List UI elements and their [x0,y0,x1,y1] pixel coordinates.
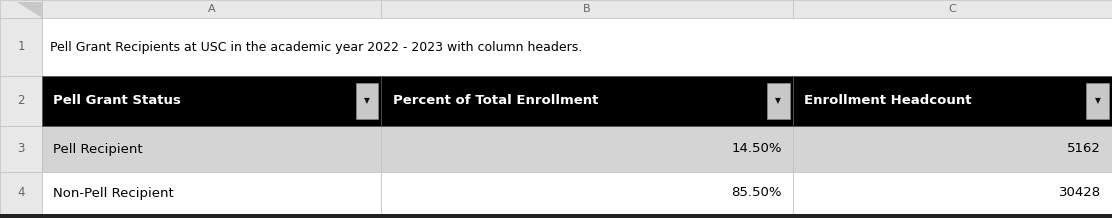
Text: 5162: 5162 [1068,143,1101,155]
Bar [0,76,42,126]
Bar [793,76,1112,126]
Text: ▼: ▼ [775,97,782,106]
Text: Pell Grant Status: Pell Grant Status [53,94,181,107]
Bar [381,172,793,214]
Bar [0,18,42,76]
Bar [381,126,793,172]
Text: Pell Grant Recipients at USC in the academic year 2022 - 2023 with column header: Pell Grant Recipients at USC in the acad… [50,41,583,53]
Text: Percent of Total Enrollment: Percent of Total Enrollment [393,94,598,107]
Text: 14.50%: 14.50% [732,143,782,155]
Text: C: C [949,4,956,14]
Bar [42,126,381,172]
Bar [381,76,793,126]
Bar [42,76,381,126]
Bar [0,214,1112,218]
Text: 30428: 30428 [1059,187,1101,199]
Bar [42,0,381,18]
Bar [0,0,42,18]
Text: 3: 3 [18,143,24,155]
Bar [42,18,1112,76]
Bar [793,0,1112,18]
Text: A: A [208,4,216,14]
Polygon shape [17,2,42,18]
Text: ▼: ▼ [1094,97,1101,106]
Text: 1: 1 [18,41,24,53]
Bar [793,126,1112,172]
Bar [356,83,378,119]
Bar [0,126,42,172]
Text: 4: 4 [18,187,24,199]
Bar [767,83,790,119]
Bar [381,0,793,18]
Text: Enrollment Headcount: Enrollment Headcount [804,94,972,107]
Bar [1086,83,1109,119]
Text: 2: 2 [18,94,24,107]
Text: Non-Pell Recipient: Non-Pell Recipient [53,187,175,199]
Bar [793,172,1112,214]
Text: B: B [584,4,590,14]
Text: Pell Recipient: Pell Recipient [53,143,143,155]
Bar [0,172,42,214]
Text: 85.50%: 85.50% [732,187,782,199]
Text: ▼: ▼ [364,97,370,106]
Bar [42,172,381,214]
